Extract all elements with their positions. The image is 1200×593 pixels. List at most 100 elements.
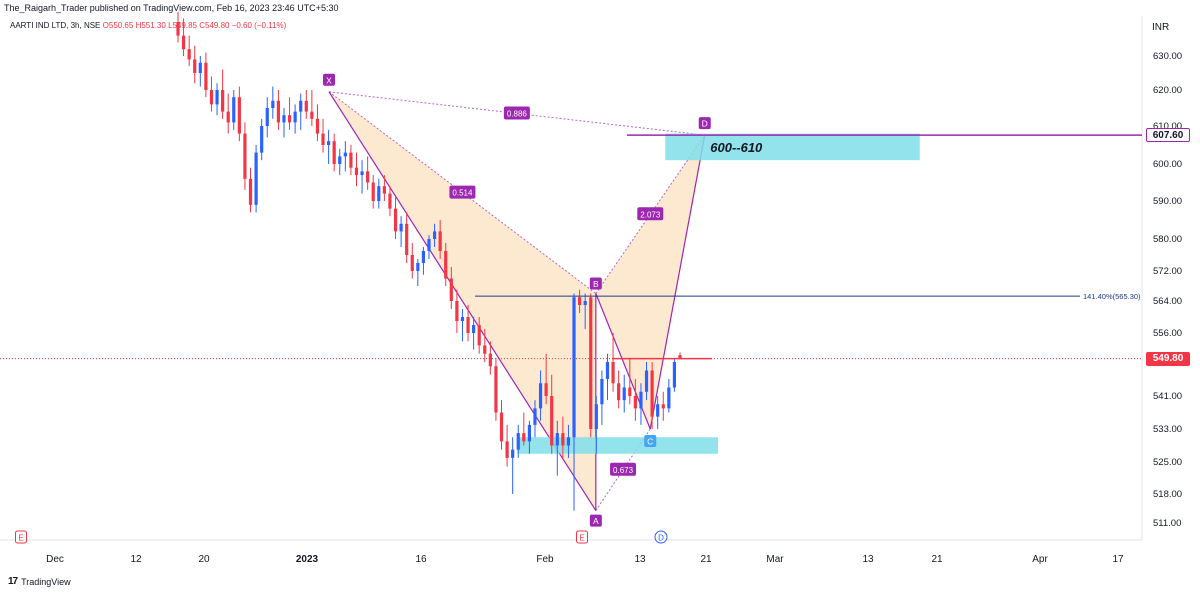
candle-body — [282, 115, 286, 123]
candle-body — [243, 133, 247, 179]
candle-body — [416, 263, 420, 271]
candle-body — [382, 186, 386, 194]
candle-body — [516, 433, 520, 450]
candle-body — [466, 317, 470, 333]
candle-body — [583, 301, 587, 305]
candle-body — [605, 362, 610, 379]
pivot-label: B — [593, 279, 599, 289]
ohlc-low: L549.85 — [168, 21, 197, 30]
ohlc-close: C549.80 — [199, 21, 230, 30]
x-tick-label: 13 — [634, 554, 646, 565]
x-tick-label: Dec — [46, 554, 64, 565]
candle-body — [315, 118, 320, 134]
candle-body — [265, 108, 269, 126]
candle-body — [321, 133, 325, 145]
candle-body — [232, 97, 236, 123]
candle-body — [176, 22, 180, 36]
pivot-marker — [698, 117, 711, 130]
candle-body — [204, 62, 208, 90]
x-tick-label: 2023 — [296, 554, 319, 565]
ratio-label: 2.073 — [640, 210, 661, 219]
levels-layer: 141.40%(565.30) — [0, 134, 1142, 360]
candle-body — [449, 278, 453, 301]
ratio-label: 0.514 — [452, 189, 473, 198]
pivot-marker — [323, 73, 335, 86]
x-tick-label: Mar — [766, 554, 784, 565]
zone-label: 600--610 — [710, 140, 763, 155]
candle-body — [661, 404, 665, 409]
axes-layer: 511.00 518.00 525.00 533.00 541.00 556.00 564.… — [0, 16, 1182, 565]
candle-body — [472, 325, 476, 333]
candle-body — [215, 90, 219, 105]
pattern-leg — [649, 135, 706, 430]
candle-body — [293, 111, 297, 123]
candle-body — [421, 251, 426, 263]
candle-body — [226, 111, 230, 123]
candle-body — [650, 370, 654, 417]
candle-body — [299, 100, 303, 112]
symbol-info: AARTI IND LTD, 3h, NSE O550.65 H551.30 L… — [10, 21, 286, 30]
pivot-label: D — [702, 119, 708, 129]
candle-body — [444, 251, 448, 279]
candle-body — [366, 171, 370, 183]
x-tick-label: 16 — [415, 554, 427, 565]
candle-body — [572, 297, 576, 438]
y-tick-label: 511.00 — [1153, 518, 1181, 529]
candle-body — [617, 383, 621, 401]
candle-body — [550, 396, 554, 446]
candle-body — [488, 353, 492, 367]
candle-body — [589, 297, 593, 429]
candle-body — [271, 100, 275, 108]
candle-body — [600, 379, 604, 405]
dividend-event-icon — [654, 530, 668, 544]
candle-body — [522, 433, 526, 442]
candle-body — [221, 90, 225, 112]
candle-body — [193, 59, 197, 73]
candle-body — [555, 433, 559, 446]
y-tick-label: 525.00 — [1153, 457, 1182, 468]
ratio-label: 0.673 — [613, 466, 634, 475]
candle-body — [622, 387, 626, 401]
event-label: E — [18, 534, 23, 543]
candle-body — [656, 404, 660, 417]
y-tick-label: 590.00 — [1153, 196, 1182, 207]
candle-body — [209, 90, 214, 105]
candle-body — [260, 126, 264, 153]
price-badge-607: 607.60 — [1146, 128, 1190, 143]
earnings-event-icon — [576, 530, 588, 544]
y-tick-label: 620.00 — [1153, 85, 1182, 96]
x-tick-label: 12 — [130, 554, 142, 565]
price-badge-549: 549.80 — [1146, 351, 1190, 366]
candle-body — [639, 391, 643, 409]
candle-body — [360, 171, 364, 176]
candle-body — [544, 383, 548, 396]
candle-body — [533, 408, 537, 425]
candle-body — [388, 193, 392, 209]
candle-body — [633, 396, 637, 409]
y-tick-label: 572.00 — [1153, 266, 1182, 277]
candle-body — [672, 362, 677, 388]
y-tick-label: 610.00 — [1153, 121, 1182, 132]
target-zone — [665, 133, 920, 161]
y-tick-label: 564.00 — [1153, 296, 1182, 307]
candle-body — [494, 366, 498, 413]
candle-body — [276, 100, 280, 123]
candle-body — [432, 231, 437, 239]
candle-body — [187, 49, 191, 60]
brand-name: TradingView — [21, 576, 71, 587]
event-label: E — [579, 534, 584, 543]
candle-body — [538, 383, 543, 409]
y-tick-label: 556.00 — [1153, 328, 1182, 339]
fib-level-label: 141.40%(565.30) — [1083, 292, 1141, 301]
x-tick-label: Feb — [536, 554, 554, 565]
candle-body — [578, 297, 582, 305]
currency-label: INR — [1152, 22, 1170, 33]
candle-body — [455, 301, 459, 321]
candle-body — [511, 449, 515, 458]
harmonic-pattern-layer: 600--610 — [328, 91, 920, 511]
candle-body — [594, 404, 598, 429]
published-banner: The_Raigarh_Trader published on TradingV… — [4, 3, 339, 13]
pivot-label: X — [326, 75, 332, 85]
pivot-label: A — [593, 516, 599, 526]
